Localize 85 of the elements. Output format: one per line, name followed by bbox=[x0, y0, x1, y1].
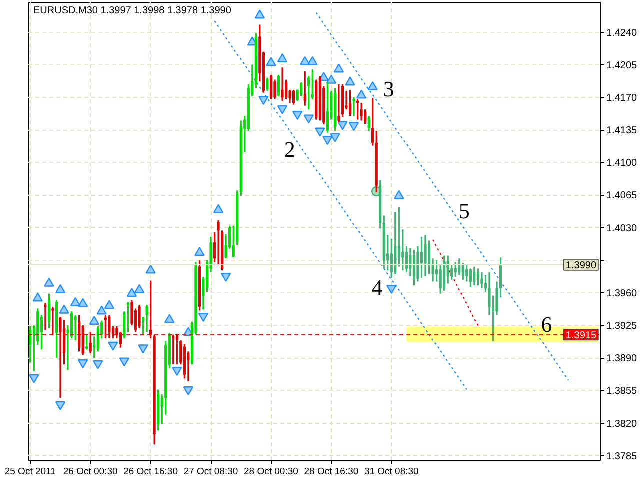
candlestick bbox=[412, 249, 416, 286]
candlestick bbox=[326, 82, 329, 134]
candlestick bbox=[352, 96, 356, 117]
y-tick-label: 1.3820 bbox=[606, 418, 638, 430]
y-tick-label: 1.3855 bbox=[606, 386, 638, 398]
candlestick bbox=[454, 261, 457, 278]
annotation: 2 bbox=[284, 137, 296, 162]
annotation: 5 bbox=[458, 198, 470, 224]
candlestick bbox=[466, 264, 468, 283]
candlestick bbox=[59, 316, 62, 399]
y-tick-label: 1.4100 bbox=[606, 158, 638, 170]
x-tick-label: 31 Oct 08:30 bbox=[364, 466, 419, 478]
candlestick bbox=[138, 304, 141, 330]
x-tick-label: 25 Oct 2011 bbox=[4, 466, 56, 478]
candlestick bbox=[356, 98, 360, 121]
candlestick bbox=[187, 350, 190, 382]
candlestick bbox=[119, 331, 122, 349]
candlestick bbox=[446, 254, 450, 284]
candlestick bbox=[462, 262, 464, 281]
x-tick-label: 26 Oct 16:30 bbox=[124, 466, 178, 478]
y-tick-label: 1.4170 bbox=[606, 92, 638, 104]
candlestick bbox=[402, 228, 404, 272]
candlestick bbox=[74, 314, 77, 342]
candlestick bbox=[52, 306, 54, 336]
candlestick bbox=[126, 301, 130, 333]
candlestick bbox=[146, 304, 148, 333]
candlestick bbox=[108, 314, 111, 340]
candlestick bbox=[338, 84, 340, 124]
candlestick bbox=[266, 77, 269, 92]
candlestick bbox=[348, 89, 352, 117]
candlestick bbox=[368, 115, 370, 132]
candlestick bbox=[308, 75, 310, 110]
candlestick bbox=[360, 102, 363, 122]
candlestick bbox=[345, 90, 348, 110]
line-series bbox=[432, 239, 479, 326]
candlestick bbox=[89, 331, 92, 354]
y-tick-label: 1.4205 bbox=[606, 60, 638, 72]
annotation: 3 bbox=[383, 76, 394, 102]
candlestick bbox=[458, 258, 461, 276]
candlestick bbox=[86, 334, 88, 351]
candlestick bbox=[29, 326, 32, 364]
y-tick-label: 1.3890 bbox=[606, 354, 638, 365]
ref-line-label: 1.3915 bbox=[566, 330, 597, 342]
ref-line-label: 1.3990 bbox=[566, 260, 597, 272]
candlestick bbox=[476, 268, 480, 286]
candlestick bbox=[450, 264, 454, 281]
y-tick-label: 1.4135 bbox=[606, 126, 638, 137]
candlestick bbox=[217, 220, 220, 266]
candlestick bbox=[469, 268, 472, 288]
candlestick bbox=[277, 74, 280, 98]
candlestick bbox=[292, 89, 296, 106]
candlestick bbox=[40, 314, 43, 351]
candlestick bbox=[274, 78, 276, 100]
candlestick bbox=[104, 314, 107, 340]
candlestick bbox=[48, 293, 50, 330]
candlestick bbox=[480, 272, 484, 290]
x-tick-label: 26 Oct 00:30 bbox=[63, 466, 118, 478]
y-tick-label: 1.3785 bbox=[606, 451, 638, 462]
candlestick bbox=[304, 70, 306, 107]
candlestick bbox=[300, 82, 303, 98]
candlestick bbox=[172, 334, 175, 366]
candlestick bbox=[424, 234, 427, 277]
candlestick bbox=[439, 264, 442, 295]
candlestick bbox=[311, 68, 314, 100]
candlestick bbox=[176, 334, 178, 366]
annotation: 6 bbox=[541, 312, 552, 337]
chart-title: EURUSD,M30 1.3997 1.3998 1.3978 1.3990 bbox=[34, 6, 232, 16]
candlestick bbox=[409, 247, 412, 277]
annotation: 4 bbox=[372, 274, 383, 300]
y-tick-label: 1.3960 bbox=[606, 288, 638, 300]
candlestick bbox=[270, 74, 273, 100]
y-tick-label: 1.4240 bbox=[606, 28, 638, 39]
candlestick bbox=[420, 236, 424, 279]
x-tick-label: 27 Oct 08:30 bbox=[184, 466, 238, 478]
candlestick bbox=[405, 246, 408, 274]
candlestick bbox=[390, 238, 393, 279]
x-tick-label: 28 Oct 00:30 bbox=[244, 466, 298, 478]
candlestick bbox=[281, 66, 284, 102]
x-tick-label: 28 Oct 16:30 bbox=[304, 466, 359, 478]
y-tick-label: 1.4030 bbox=[606, 223, 638, 234]
y-tick-label: 1.4065 bbox=[606, 190, 638, 202]
y-tick-label: 1.3925 bbox=[606, 321, 638, 332]
candlestick bbox=[44, 302, 47, 331]
candlestick bbox=[473, 266, 476, 286]
line-series bbox=[214, 20, 468, 390]
